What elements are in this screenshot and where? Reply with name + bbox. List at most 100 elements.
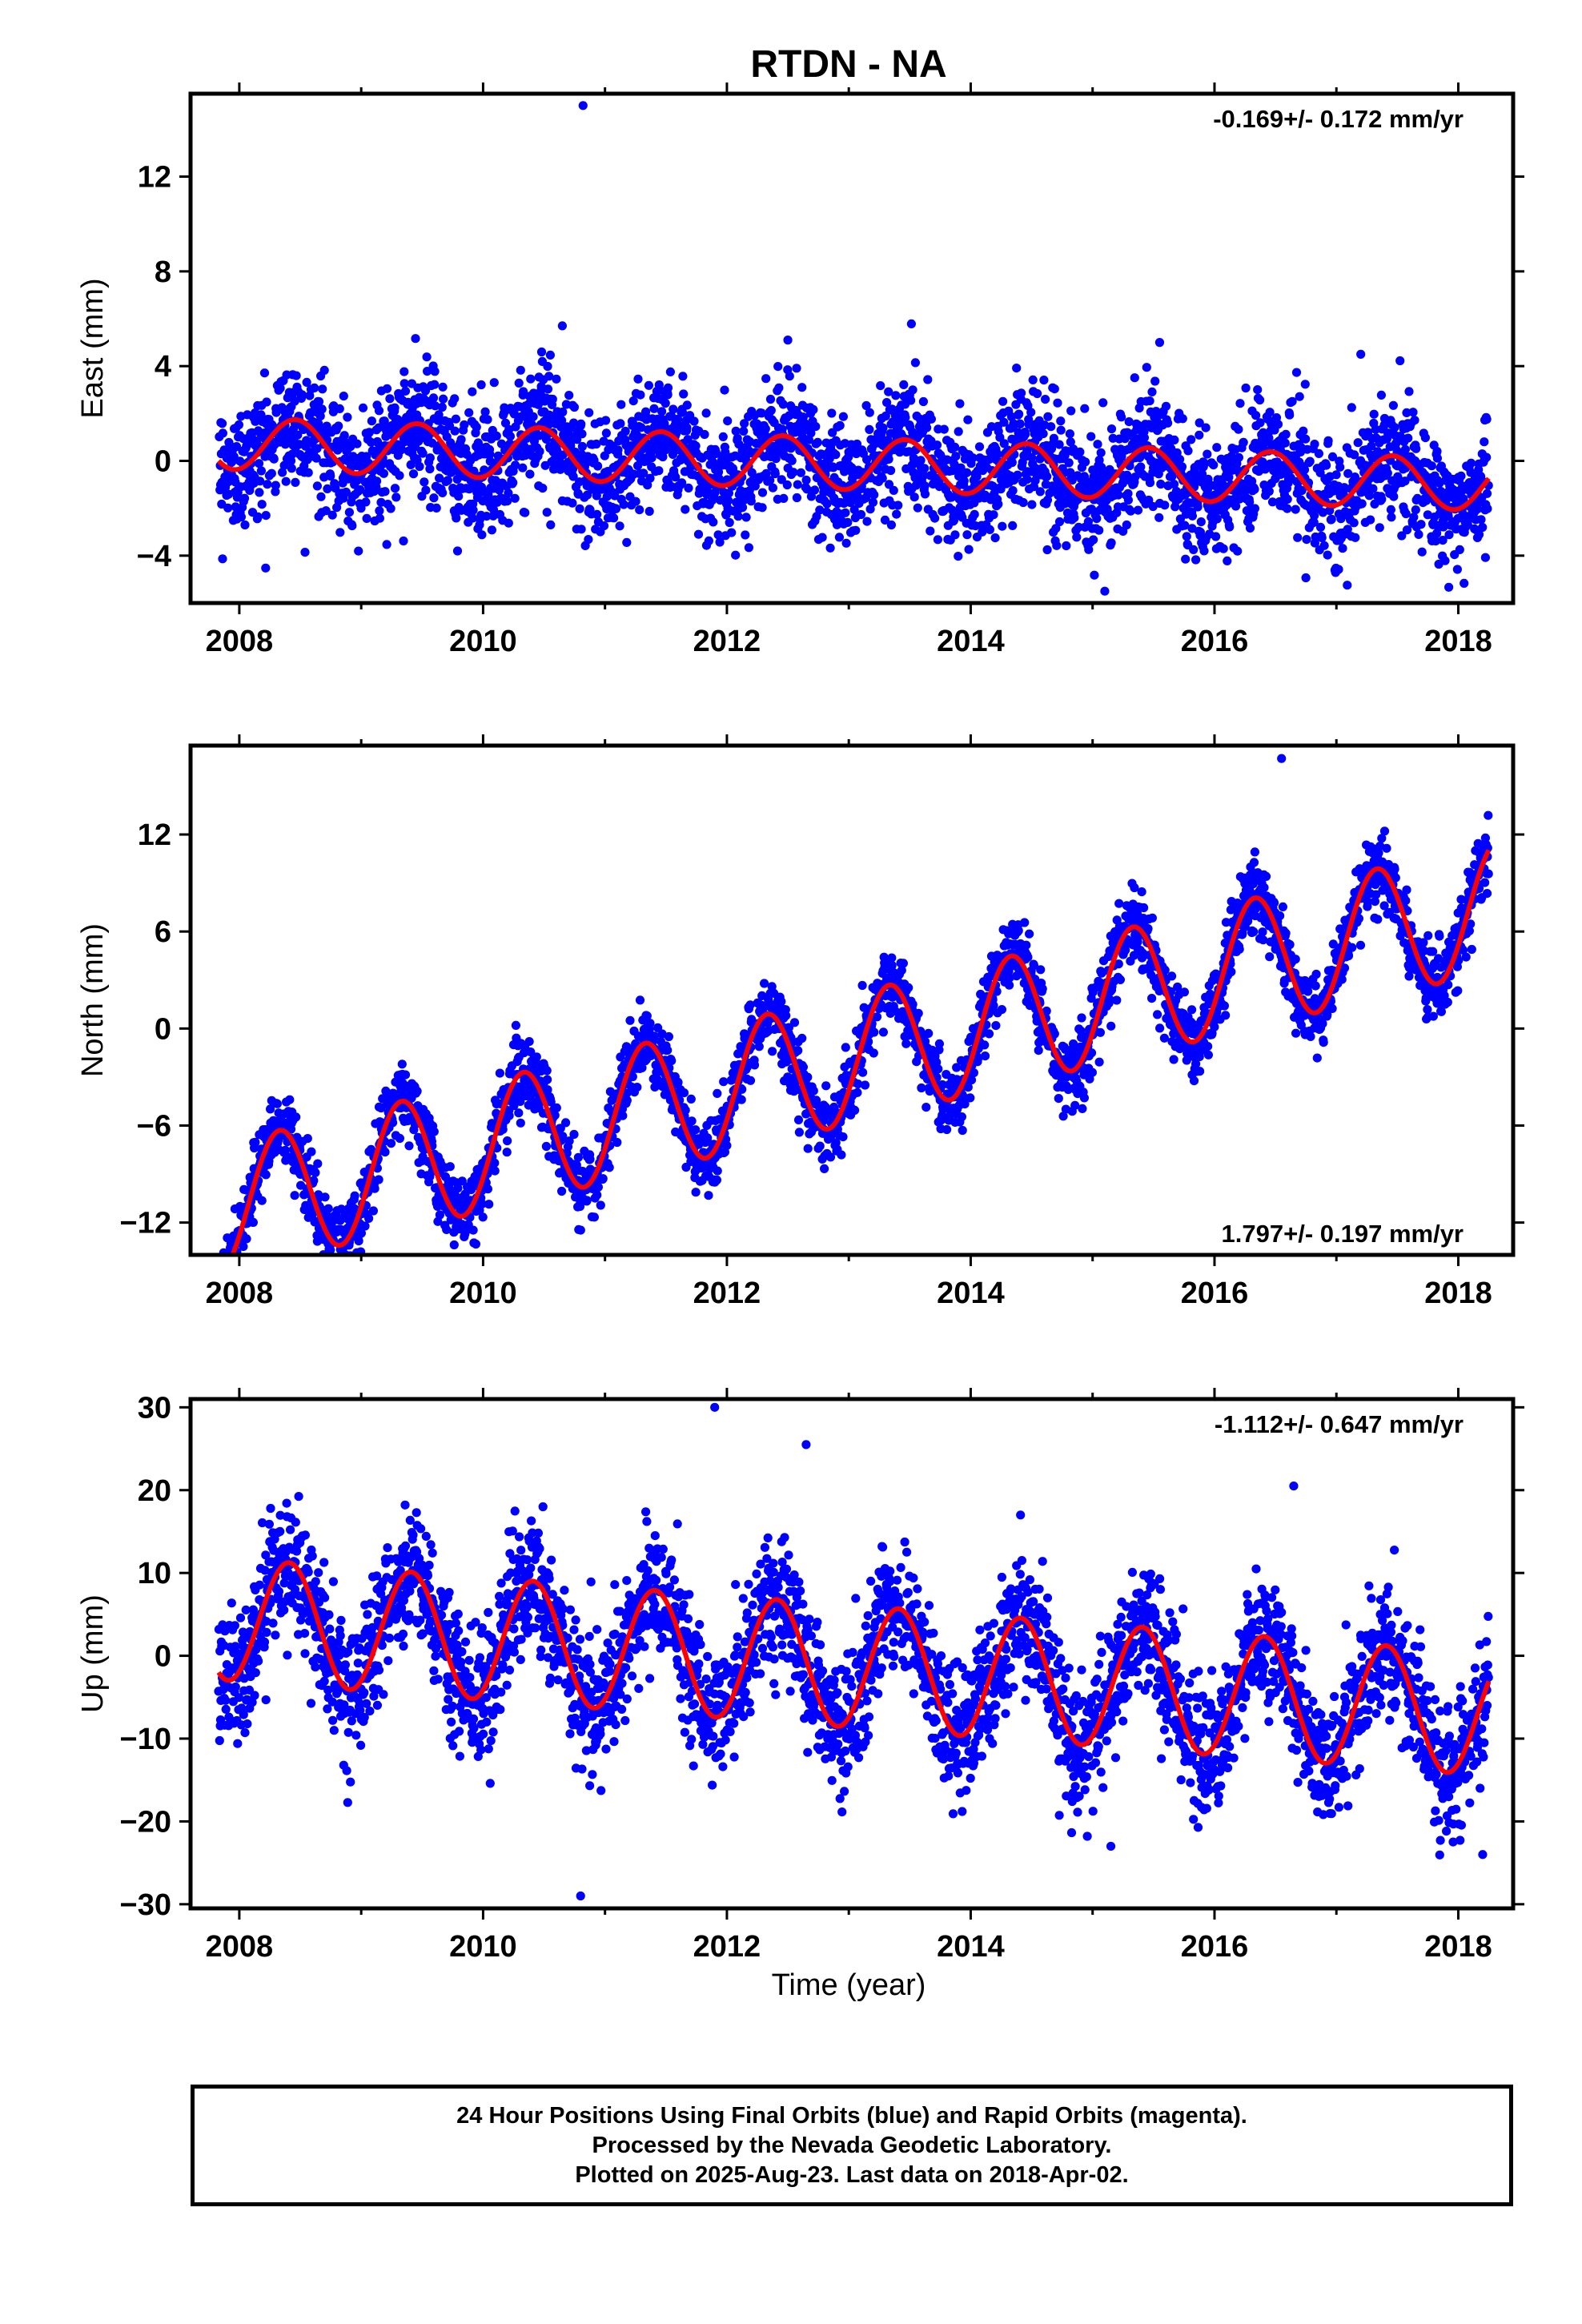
data-point bbox=[450, 426, 460, 436]
data-point bbox=[741, 513, 751, 522]
data-point bbox=[1435, 478, 1444, 488]
data-point bbox=[1053, 398, 1062, 408]
data-point bbox=[593, 461, 603, 471]
data-point bbox=[851, 525, 861, 535]
data-point bbox=[1084, 545, 1094, 554]
data-point bbox=[794, 1128, 805, 1137]
data-point bbox=[577, 441, 588, 452]
data-point bbox=[628, 418, 637, 428]
data-point bbox=[272, 1099, 282, 1108]
data-point bbox=[1156, 479, 1166, 489]
data-point bbox=[596, 1200, 605, 1210]
x-tick-label: 2010 bbox=[449, 625, 517, 658]
data-point bbox=[598, 1174, 608, 1184]
data-point bbox=[380, 1148, 390, 1157]
data-point bbox=[1397, 531, 1407, 541]
data-point bbox=[768, 1047, 777, 1056]
data-point bbox=[1161, 401, 1171, 411]
data-point bbox=[1409, 513, 1419, 522]
data-point bbox=[1314, 448, 1323, 459]
data-point bbox=[731, 550, 741, 560]
data-point bbox=[1219, 544, 1228, 553]
data-point bbox=[922, 423, 932, 432]
data-point bbox=[1273, 420, 1283, 429]
data-point bbox=[430, 380, 440, 389]
data-point bbox=[302, 377, 311, 387]
data-point bbox=[779, 493, 789, 504]
data-point bbox=[654, 466, 664, 476]
data-point bbox=[886, 465, 896, 476]
data-point bbox=[644, 380, 654, 390]
data-point bbox=[445, 1162, 455, 1172]
data-point bbox=[323, 1272, 331, 1281]
data-point bbox=[731, 426, 741, 436]
data-point bbox=[906, 396, 916, 405]
data-point bbox=[561, 1118, 571, 1128]
data-point bbox=[490, 1166, 500, 1176]
data-point bbox=[532, 1052, 541, 1062]
data-point bbox=[724, 496, 733, 505]
data-point bbox=[535, 431, 544, 440]
data-point bbox=[1066, 437, 1075, 447]
data-point bbox=[477, 530, 487, 540]
data-point bbox=[1322, 460, 1331, 470]
data-point bbox=[820, 1164, 829, 1173]
data-point bbox=[313, 1159, 323, 1168]
data-point bbox=[482, 512, 492, 521]
data-point bbox=[657, 407, 667, 416]
data-point bbox=[1356, 349, 1366, 359]
data-point bbox=[869, 490, 879, 500]
data-point bbox=[1444, 582, 1454, 592]
data-point bbox=[861, 400, 871, 411]
data-point bbox=[218, 428, 227, 438]
data-point bbox=[722, 1140, 732, 1150]
data-point bbox=[1323, 436, 1333, 445]
data-point bbox=[865, 408, 874, 417]
data-point bbox=[862, 517, 872, 526]
data-point bbox=[234, 420, 243, 430]
data-point bbox=[713, 1088, 722, 1098]
data-point bbox=[974, 442, 985, 452]
data-point bbox=[1066, 406, 1076, 416]
data-point bbox=[278, 468, 287, 477]
data-point bbox=[382, 540, 391, 549]
data-point bbox=[372, 476, 382, 486]
data-point bbox=[719, 1077, 729, 1087]
data-point bbox=[454, 492, 464, 501]
data-point bbox=[1395, 356, 1405, 366]
data-point bbox=[543, 384, 553, 394]
data-point bbox=[311, 453, 321, 463]
data-point bbox=[543, 1075, 552, 1084]
data-point bbox=[400, 1070, 411, 1080]
data-point bbox=[825, 543, 835, 553]
data-point bbox=[489, 378, 499, 388]
y-tick-label: −4 bbox=[137, 540, 171, 573]
data-point bbox=[1117, 412, 1126, 422]
data-point bbox=[1043, 412, 1053, 421]
data-point bbox=[884, 454, 893, 464]
data-point bbox=[841, 538, 851, 548]
data-point bbox=[503, 1136, 512, 1146]
data-point bbox=[281, 476, 291, 486]
data-point bbox=[1056, 416, 1066, 426]
data-point bbox=[733, 512, 743, 521]
data-point bbox=[544, 372, 554, 381]
data-point bbox=[667, 1056, 677, 1066]
data-point bbox=[339, 431, 349, 440]
data-point bbox=[876, 381, 885, 391]
data-point bbox=[1336, 514, 1346, 524]
data-point bbox=[386, 504, 396, 513]
data-point bbox=[781, 1011, 791, 1020]
data-point bbox=[239, 1242, 248, 1252]
data-point bbox=[1234, 452, 1243, 462]
data-point bbox=[782, 480, 792, 490]
data-point bbox=[683, 435, 693, 444]
data-point bbox=[631, 497, 640, 506]
x-tick-label: 2018 bbox=[1424, 625, 1492, 658]
data-point bbox=[899, 380, 909, 389]
data-point bbox=[1007, 457, 1017, 468]
data-point bbox=[718, 432, 728, 442]
data-point bbox=[255, 476, 265, 486]
data-point bbox=[1327, 452, 1338, 462]
